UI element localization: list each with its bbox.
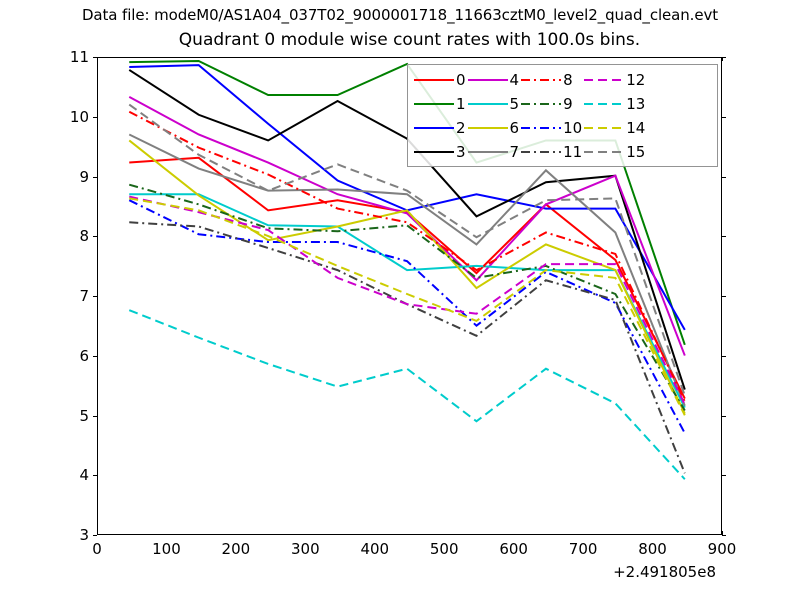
x-tick-label: 0 [92,540,102,558]
legend-label-3: 3 [456,143,466,161]
legend-swatch-8 [519,68,563,92]
series-line-15 [128,103,686,396]
legend-label-4: 4 [509,71,520,89]
legend-label-0: 0 [456,71,466,89]
x-tick-label: 500 [429,540,459,558]
y-tick-mark-right [722,475,726,477]
series-line-8 [128,110,686,402]
series-line-5 [129,193,686,408]
series-line-11 [129,221,686,474]
x-tick-mark-top [722,57,723,61]
y-tick-mark-right [722,236,726,238]
legend-label-9: 9 [563,95,573,113]
y-tick-label: 11 [69,48,89,66]
y-tick-mark-right [722,415,726,417]
series-line-10 [128,199,686,434]
y-tick-label: 3 [79,526,89,544]
legend-swatch-10 [519,116,563,140]
legend-label-11: 11 [563,143,583,161]
series-line-13 [128,309,686,480]
legend-label-7: 7 [509,143,520,161]
y-tick-mark [93,415,97,417]
legend-label-15: 15 [626,143,646,161]
x-tick-label: 100 [152,540,181,558]
data-file-label: Data file: modeM0/AS1A04_037T02_90000017… [81,6,719,24]
legend-swatch-7 [466,140,510,164]
series-line-14 [129,197,686,416]
y-tick-label: 7 [79,287,89,305]
legend-label-13: 13 [626,95,646,113]
legend-row: 0 4 8 12 [412,68,645,92]
y-tick-mark-right [722,116,726,118]
series-line-9 [128,183,686,412]
x-tick-label: 700 [568,540,598,558]
legend-swatch-14 [582,116,626,140]
legend-label-12: 12 [626,71,646,89]
y-tick-label: 10 [69,107,89,126]
legend-swatch-6 [466,116,510,140]
y-tick-mark-right [722,57,726,58]
y-tick-mark-right [722,296,726,297]
y-tick-mark-right [722,535,726,536]
chart-title: Quadrant 0 module wise count rates with … [178,30,641,50]
y-tick-mark [93,176,97,178]
y-tick-label: 9 [79,167,89,186]
legend-swatch-12 [582,68,626,92]
legend-label-1: 1 [456,95,466,113]
legend-label-5: 5 [509,95,520,113]
x-axis-offset-text: +2.491805e8 [613,563,716,581]
y-tick-mark [93,475,97,477]
series-line-4 [128,95,686,356]
legend-swatch-0 [412,68,456,92]
x-tick-label: 200 [221,540,251,558]
legend-swatch-2 [412,116,456,140]
x-tick-mark [722,531,723,535]
x-tick-label: 900 [707,540,737,558]
y-tick-mark [93,236,97,238]
legend-swatch-3 [412,140,456,164]
legend-swatch-1 [412,92,456,116]
y-tick-mark [93,57,97,58]
y-tick-mark [93,116,97,118]
legend-row: 1 5 9 13 [412,92,645,116]
y-tick-label: 5 [79,406,89,425]
legend-row: 2 6 10 14 [412,116,645,140]
x-tick-label: 600 [499,540,528,558]
legend-label-14: 14 [626,119,646,137]
legend-swatch-13 [582,92,626,116]
legend-swatch-11 [519,140,563,164]
legend-label-6: 6 [509,119,520,137]
y-tick-mark-right [722,355,726,357]
legend: 0 4 8 12 1 5 9 13 2 6 10 14 3 7 11 15 [407,64,718,167]
series-line-12 [129,195,686,405]
legend-swatch-9 [519,92,563,116]
x-tick-label: 400 [360,540,390,558]
legend-table: 0 4 8 12 1 5 9 13 2 6 10 14 3 7 11 15 [412,68,645,164]
y-tick-label: 4 [79,466,89,485]
legend-swatch-4 [466,68,510,92]
series-lines [128,59,686,480]
legend-swatch-5 [466,92,510,116]
legend-row: 3 7 11 15 [412,140,645,164]
legend-swatch-15 [582,140,626,164]
y-tick-mark [93,296,97,297]
y-tick-label: 6 [79,346,89,365]
y-tick-label: 8 [79,227,89,246]
legend-label-8: 8 [563,71,573,89]
y-tick-mark-right [722,176,726,178]
x-tick-label: 800 [638,540,667,558]
x-tick-label: 300 [291,540,320,558]
series-line-6 [128,139,686,414]
legend-label-2: 2 [456,119,466,137]
y-tick-mark [93,535,97,536]
series-line-7 [128,133,686,407]
legend-label-10: 10 [563,119,583,137]
y-tick-mark [93,355,97,357]
